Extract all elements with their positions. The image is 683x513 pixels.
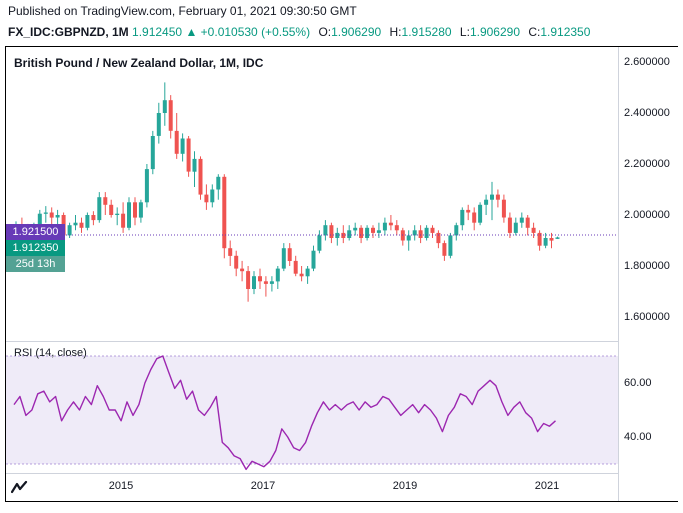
price-change: +0.010530 (+0.55%) bbox=[200, 25, 311, 39]
chart-title: British Pound / New Zealand Dollar, 1M, … bbox=[14, 56, 264, 70]
time-axis-label: 2021 bbox=[534, 480, 560, 492]
rsi-axis-label: 60.00 bbox=[624, 377, 652, 389]
price-axis-label: 2.400000 bbox=[624, 107, 670, 119]
time-axis-label: 2015 bbox=[108, 480, 134, 492]
last-price: 1.912450 bbox=[132, 25, 183, 39]
price-axis-label: 2.600000 bbox=[624, 56, 670, 68]
up-arrow-icon: ▲ bbox=[185, 25, 198, 39]
rsi-line-chart bbox=[6, 355, 618, 471]
price-axis-label: 2.200000 bbox=[624, 158, 670, 170]
time-axis-label: 2017 bbox=[250, 480, 276, 492]
pane-separator bbox=[6, 341, 677, 342]
symbol-name[interactable]: FX_IDC:GBPNZD, 1M bbox=[8, 25, 129, 39]
high-label: H: bbox=[389, 25, 402, 39]
chart-container: British Pound / New Zealand Dollar, 1M, … bbox=[5, 46, 678, 502]
rsi-label: RSI (14, close) bbox=[14, 347, 87, 359]
price-axis-label: 1.600000 bbox=[624, 311, 670, 323]
close-value: 1.912350 bbox=[540, 25, 591, 39]
time-axis-separator bbox=[6, 473, 677, 474]
symbol-info-bar: FX_IDC:GBPNZD, 1M 1.912450 ▲ +0.010530 (… bbox=[8, 25, 590, 39]
price-candlestick-chart bbox=[6, 82, 618, 302]
price-axis-label: 2.000000 bbox=[624, 209, 670, 221]
price-axis-label: 1.800000 bbox=[624, 260, 670, 272]
low-value: 1.906290 bbox=[469, 25, 520, 39]
time-axis: 2015 2017 2019 2021 bbox=[6, 474, 618, 501]
last-price-badge: 1.912350 bbox=[6, 240, 65, 256]
published-bar: Published on TradingView.com, February 0… bbox=[8, 4, 357, 18]
tradingview-logo-icon bbox=[10, 480, 29, 496]
rsi-axis-label: 40.00 bbox=[624, 431, 652, 443]
high-value: 1.915280 bbox=[401, 25, 452, 39]
low-label: L: bbox=[459, 25, 470, 39]
close-label: C: bbox=[528, 25, 541, 39]
published-text: Published on TradingView.com, February 0… bbox=[8, 4, 357, 18]
bar-countdown-badge: 25d 13h bbox=[6, 256, 65, 272]
price-axis: 2.600000 2.400000 2.200000 2.000000 1.80… bbox=[618, 47, 678, 501]
open-label: O: bbox=[318, 25, 332, 39]
time-axis-label: 2019 bbox=[392, 480, 418, 492]
open-value: 1.906290 bbox=[331, 25, 382, 39]
level-price-badge: 1.921500 bbox=[6, 224, 65, 240]
